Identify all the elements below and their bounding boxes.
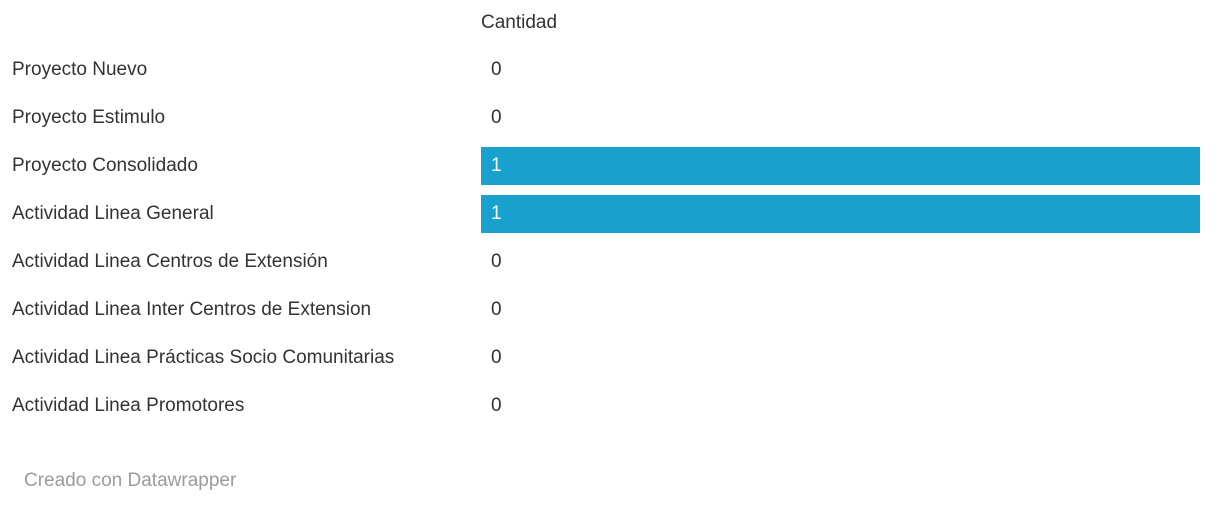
value-bar[interactable] — [481, 195, 1200, 233]
value-bar[interactable] — [481, 147, 1200, 185]
category-label: Proyecto Consolidado — [12, 155, 198, 176]
value-label: 1 — [491, 155, 502, 176]
category-label: Actividad Linea Centros de Extensión — [12, 251, 328, 272]
bar-track: 0 — [481, 286, 1200, 334]
column-header-row: Cantidad — [12, 0, 1200, 46]
bar-track: 0 — [481, 334, 1200, 382]
bar-track: 1 — [481, 190, 1200, 238]
table-row: Proyecto Nuevo 0 — [12, 46, 1200, 94]
value-label: 0 — [491, 347, 502, 368]
category-label: Actividad Linea General — [12, 203, 214, 224]
bar-track: 0 — [481, 382, 1200, 430]
bar-track: 0 — [481, 238, 1200, 286]
value-column-header: Cantidad — [481, 12, 558, 33]
category-label: Proyecto Estimulo — [12, 107, 166, 128]
value-label: 0 — [491, 107, 502, 128]
attribution-footer: Creado con Datawrapper — [24, 470, 237, 491]
value-label: 1 — [491, 203, 502, 224]
table-row: Actividad Linea General 1 — [12, 190, 1200, 238]
table-row: Proyecto Estimulo 0 — [12, 94, 1200, 142]
table-row: Proyecto Consolidado 1 — [12, 142, 1200, 190]
table-row: Actividad Linea Promotores 0 — [12, 382, 1200, 430]
category-label: Proyecto Nuevo — [12, 59, 148, 80]
bar-track: 0 — [481, 94, 1200, 142]
chart-rows: Proyecto Nuevo 0 Proyecto Estimulo 0 Proyect… — [12, 46, 1200, 430]
table-row: Actividad Linea Inter Centros de Extensi… — [12, 286, 1200, 334]
value-label: 0 — [491, 299, 502, 320]
table-row: Actividad Linea Prácticas Socio Comunita… — [12, 334, 1200, 382]
bar-chart: Cantidad Proyecto Nuevo 0 Proyecto Estimul… — [12, 0, 1200, 491]
table-row: Actividad Linea Centros de Extensión 0 — [12, 238, 1200, 286]
category-label: Actividad Linea Inter Centros de Extensi… — [12, 299, 372, 320]
value-label: 0 — [491, 395, 502, 416]
category-label: Actividad Linea Promotores — [12, 395, 245, 416]
bar-track: 1 — [481, 142, 1200, 190]
category-label: Actividad Linea Prácticas Socio Comunita… — [12, 347, 395, 368]
value-label: 0 — [491, 251, 502, 272]
value-label: 0 — [491, 59, 502, 80]
bar-track: 0 — [481, 46, 1200, 94]
